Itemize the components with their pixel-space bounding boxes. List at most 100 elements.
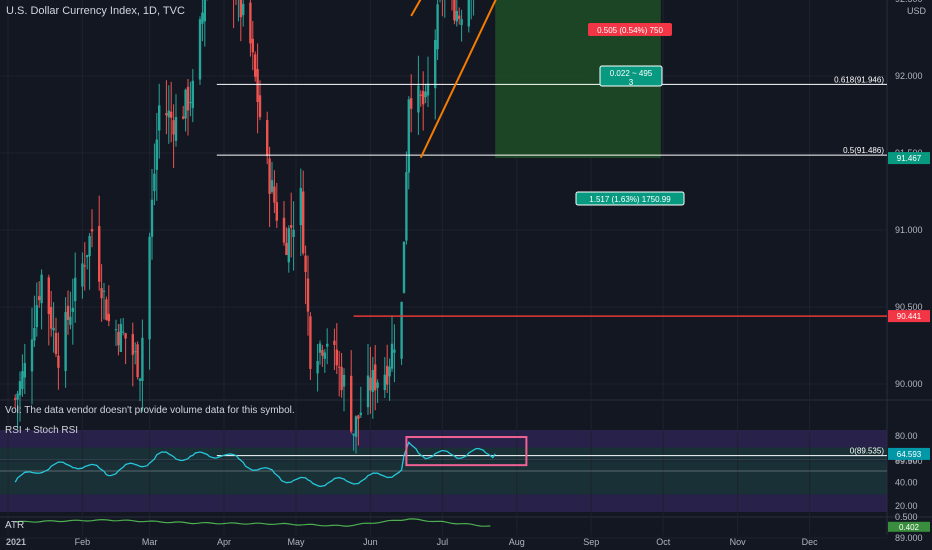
price-tag-box xyxy=(888,152,930,165)
candle-body xyxy=(393,349,396,353)
candle-body xyxy=(405,172,408,241)
candle-body xyxy=(340,367,343,391)
candle-body xyxy=(54,332,58,354)
candle-body xyxy=(354,416,358,437)
candle-body xyxy=(148,236,151,340)
candle-body xyxy=(184,89,187,119)
candle-body xyxy=(158,105,161,131)
candle-body xyxy=(299,187,302,226)
candle-body xyxy=(71,307,74,312)
candle-body xyxy=(81,263,84,287)
price-tick-label: 92.000 xyxy=(895,71,923,81)
candle-body xyxy=(170,111,173,118)
time-tick-label: Nov xyxy=(730,537,747,547)
candle-body xyxy=(273,186,276,203)
candle-body xyxy=(302,191,305,254)
candle-body xyxy=(114,329,118,331)
candle-body xyxy=(83,265,86,267)
candle-body xyxy=(306,278,310,312)
candle-body xyxy=(182,116,185,119)
rsi-overbought-band xyxy=(0,430,887,448)
candle-body xyxy=(402,241,406,293)
candle-body xyxy=(105,299,108,320)
candle-body xyxy=(321,350,324,356)
candle-body xyxy=(400,302,403,359)
time-tick-label: Apr xyxy=(217,537,231,547)
candle-body xyxy=(249,2,252,44)
rsi-line xyxy=(14,441,496,488)
price-tick-label: 89.000 xyxy=(895,533,923,543)
candle-body xyxy=(323,352,326,359)
candle-body xyxy=(335,349,338,366)
candle-body xyxy=(165,113,168,116)
candle-body xyxy=(14,398,17,400)
candle-body xyxy=(186,86,190,111)
candle-body xyxy=(256,69,259,102)
candle-body xyxy=(107,313,110,322)
candle-body xyxy=(318,343,322,353)
time-tick-label: Jul xyxy=(437,537,449,547)
candle-body xyxy=(201,12,204,24)
time-tick-label: Jun xyxy=(363,537,378,547)
candle-body xyxy=(422,91,425,105)
time-tick-label: Feb xyxy=(75,537,91,547)
atr-value-tag: 0.402 xyxy=(899,523,920,532)
candle-body xyxy=(436,4,439,50)
candle-body xyxy=(30,339,34,372)
candle-body xyxy=(124,333,127,339)
candle-body xyxy=(100,288,103,299)
candle-body xyxy=(371,369,374,393)
atr-line xyxy=(15,518,491,527)
candle-body xyxy=(69,316,72,325)
candle-body xyxy=(326,343,329,347)
candle-body xyxy=(57,355,60,368)
currency-label: USD xyxy=(906,6,926,16)
target-label-box xyxy=(575,191,685,206)
candle-body xyxy=(434,40,437,89)
candle-body xyxy=(366,375,370,408)
candle-body xyxy=(338,366,341,368)
candle-body xyxy=(90,229,94,232)
entry-label: 3 xyxy=(629,78,634,87)
atr-title: ATR xyxy=(5,520,25,531)
rsi-tick-label: 40.00 xyxy=(895,478,918,488)
candle-body xyxy=(52,327,55,331)
candle-body xyxy=(136,344,139,378)
rsi-tick-label: 80.00 xyxy=(895,431,918,441)
time-tick-label: Aug xyxy=(509,537,525,547)
candle-body xyxy=(98,225,101,282)
candle-body xyxy=(189,102,192,104)
candle-body xyxy=(155,139,158,170)
candle-body xyxy=(426,83,430,96)
candle-body xyxy=(287,228,290,263)
candle-body xyxy=(50,306,53,329)
candle-body xyxy=(374,364,377,391)
candle-body xyxy=(292,229,295,237)
candle-body xyxy=(191,80,194,109)
price-tag: 90.441 xyxy=(897,312,922,321)
entry-label-box xyxy=(599,65,663,87)
candle-body xyxy=(88,236,91,257)
candle-body xyxy=(172,120,175,135)
candle-body xyxy=(309,316,312,369)
candle-body xyxy=(23,363,26,378)
candle-body xyxy=(407,99,410,173)
candle-body xyxy=(386,365,389,385)
candle-body xyxy=(467,0,470,27)
candle-body xyxy=(304,255,307,272)
rsi-highlight-box xyxy=(405,436,528,467)
candle-body xyxy=(419,94,422,96)
candle-body xyxy=(122,331,125,333)
candle-body xyxy=(290,225,293,228)
time-tick-label: Mar xyxy=(142,537,158,547)
candle-body xyxy=(282,217,286,243)
candle-body xyxy=(316,360,319,374)
candle-body xyxy=(242,3,245,16)
candle-body xyxy=(342,374,346,387)
candle-body xyxy=(117,331,120,346)
candle-body xyxy=(21,371,24,389)
stop-label-box xyxy=(588,23,672,36)
time-tick-label: Sep xyxy=(583,537,599,547)
candle-body xyxy=(33,328,36,341)
